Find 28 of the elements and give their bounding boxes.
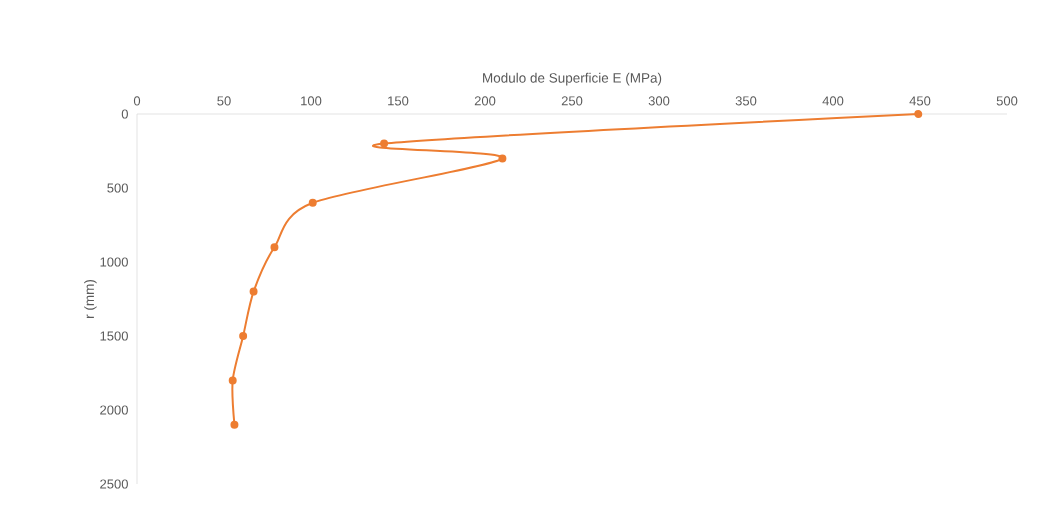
x-tick-label: 50 (217, 96, 231, 106)
x-tick-label: 200 (474, 96, 496, 106)
y-tick-label: 0 (121, 109, 128, 119)
y-tick-label: 2500 (100, 479, 128, 489)
point (914, 110, 923, 118)
y-tick-label: 500 (107, 183, 128, 193)
point (380, 139, 389, 148)
x-tick-label: 450 (909, 96, 931, 106)
x-tick-label: 350 (735, 96, 757, 106)
point (270, 243, 279, 252)
point (308, 198, 317, 207)
y-axis-title: r (mm) (84, 279, 97, 318)
point (230, 420, 239, 429)
x-tick-label: 500 (996, 96, 1018, 106)
x-tick-label: 400 (822, 96, 844, 106)
point (228, 376, 237, 385)
x-axis-title: Modulo de Superficie E (MPa) (483, 72, 662, 86)
y-tick-label: 1000 (100, 257, 128, 267)
x-tick-label: 250 (561, 96, 583, 106)
point (239, 332, 248, 340)
x-tick-label: 0 (133, 96, 141, 106)
x-tick-label: 300 (648, 96, 670, 106)
point (249, 287, 258, 296)
point (498, 154, 507, 163)
y-tick-label: 2000 (100, 405, 128, 415)
y-tick-label: 1500 (100, 331, 128, 341)
x-tick-label: 150 (388, 96, 409, 106)
x-tick-label: 100 (301, 96, 322, 106)
